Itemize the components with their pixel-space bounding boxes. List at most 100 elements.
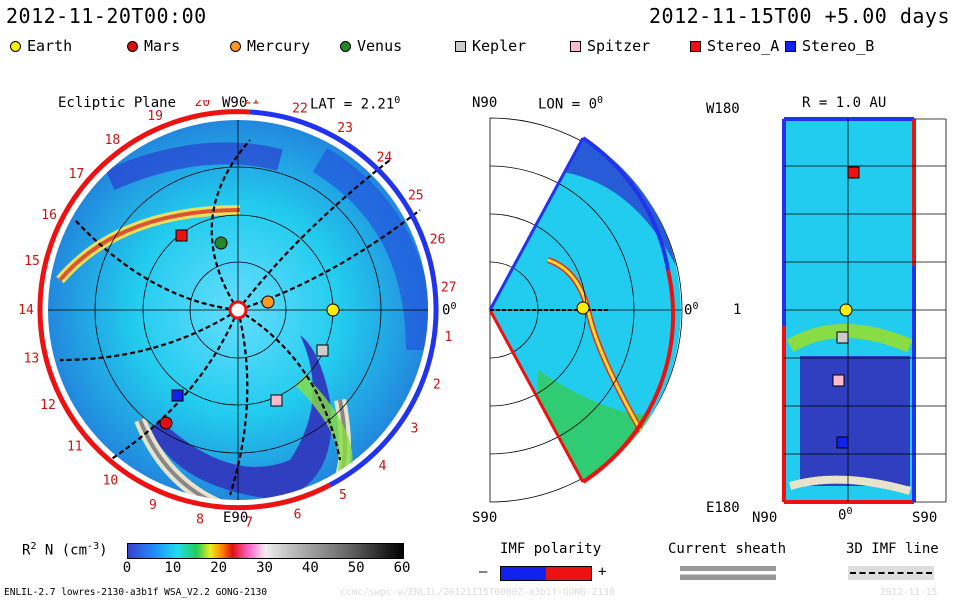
model-time: 2012-11-20T00:00 [6,4,207,28]
rotation-label: 27 [441,281,457,296]
density-colorbar [127,543,404,559]
rotation-label: 9 [149,498,157,513]
radial-earth-marker [839,303,853,317]
imf-minus-label: – [479,564,488,580]
rotation-label: 3 [410,422,418,437]
ecliptic-neg-polarity-arc [37,309,332,511]
rotation-label: 19 [147,109,163,124]
colorbar-tick: 0 [122,560,132,576]
colorbar-tick: 20 [210,560,228,576]
radial-spitzer-marker [832,374,845,387]
meridional-zero-label: 00 [684,301,699,319]
rotation-label: 2 [433,378,441,393]
colorbar-label: R2 N (cm-3) [22,541,108,559]
earth-marker [326,303,340,317]
legend-label: Stereo_B [802,37,875,55]
rotation-label: 15 [24,254,40,269]
ecliptic-pos-polarity-arc [249,109,439,488]
model-info: ENLIL-2.7 lowres-2130-a3b1f WSA_V2.2 GON… [4,587,268,598]
rotation-label: 5 [339,488,347,503]
rotation-label: 11 [67,439,83,454]
rotation-label: 26 [430,233,446,248]
meridional-pos-arc [581,136,670,271]
colorbar-tick: 50 [347,560,365,576]
rotation-label: 22 [292,101,308,116]
radial-mid-label: 1 [733,302,742,318]
legend-item-kepler: Kepler [455,37,526,55]
current-sheath-swatch [680,566,776,580]
legend-item-spitzer: Spitzer [570,37,650,55]
circle-marker-icon [10,40,21,52]
run-time: 2012-11-15T00 +5.00 days [649,4,950,28]
imf-3d-line-swatch [848,566,934,580]
ecliptic-zero-label: 00 [442,301,457,319]
carrington-rotation-labels: 1920212223242526271234567891011121314151… [18,100,456,530]
meridional-plot [488,117,683,503]
radial-x-label-s90: S90 [912,510,938,526]
current-sheath-title: Current sheath [668,541,787,557]
ecliptic-plot: 1920212223242526271234567891011121314151… [18,100,456,530]
radial-stereo-a-marker [847,166,860,179]
watermark-date: 2012-11-15 [880,587,938,598]
stereo-a-marker [175,229,188,242]
rotation-label: 8 [196,513,204,528]
mars-marker [159,416,173,430]
watermark: ccmc/swpc-w/ENLIL/20121115T0000Z-a3b1f-G… [340,587,615,598]
venus-marker [214,236,228,250]
object-legend: Earth Mars Mercury Venus Kepler Spitzer Stereo… [10,37,960,57]
colorbar-tick: 30 [256,560,273,576]
legend-item-mars: Mars [127,37,180,55]
radial-map [782,117,947,504]
legend-label: Kepler [472,37,527,55]
imf-polarity-bar [500,566,592,581]
imf-3d-line-title: 3D IMF line [846,541,939,557]
imf-field-lines [59,139,421,496]
colorbar-tick: 10 [164,560,182,576]
meridional-south-label: S90 [472,510,498,526]
rotation-label: 25 [408,189,424,204]
rotation-label: 24 [377,151,393,166]
rotation-label: 17 [69,167,85,182]
rotation-label: 20 [195,100,211,110]
square-marker-icon [570,40,581,52]
radial-title: R = 1.0 AU [802,95,887,111]
rotation-label: 21 [244,100,260,107]
colorbar-ticks: 0 10 20 30 40 50 60 [123,560,411,578]
legend-item-earth: Earth [10,37,72,55]
radial-bottom-left-label: E180 [706,500,740,516]
rotation-label: 18 [105,133,121,148]
legend-item-stereo-a: Stereo_A [690,37,779,55]
radial-x-label-n90: N90 [752,510,778,526]
rotation-label: 10 [103,473,119,488]
rotation-label: 4 [379,459,387,474]
legend-label: Mars [144,37,181,55]
circle-marker-icon [340,40,351,52]
legend-item-stereo-b: Stereo_B [785,37,874,55]
rotation-label: 16 [41,208,57,223]
stereo-b-marker [171,389,184,402]
imf-polarity-title: IMF polarity [500,541,602,557]
rotation-label: 13 [24,352,40,367]
square-marker-icon [455,40,466,52]
ecliptic-bottom-label: E90 [223,510,249,526]
radial-top-left-label: W180 [706,101,740,117]
meridional-north-label: N90 [472,95,498,111]
meridional-earth-marker [576,301,590,315]
legend-item-venus: Venus [340,37,402,55]
legend-label: Stereo_A [707,37,780,55]
rotation-label: 6 [294,507,302,522]
ecliptic-neg-polarity-arc-2 [37,109,251,311]
legend-label: Earth [27,37,73,55]
circle-marker-icon [230,40,241,52]
square-marker-icon [785,40,796,52]
rotation-label: 12 [40,398,56,413]
colorbar-tick: 40 [301,560,319,576]
colorbar-tick: 60 [393,560,411,576]
rotation-label: 7 [245,516,253,530]
mercury-marker [261,295,275,309]
radial-x-label-0: 00 [838,506,853,524]
meridional-neg-arc [581,269,676,484]
ecliptic-lat-label: LAT = 2.210 [310,95,401,113]
rotation-label: 23 [337,121,353,136]
rotation-label: 1 [444,330,452,345]
